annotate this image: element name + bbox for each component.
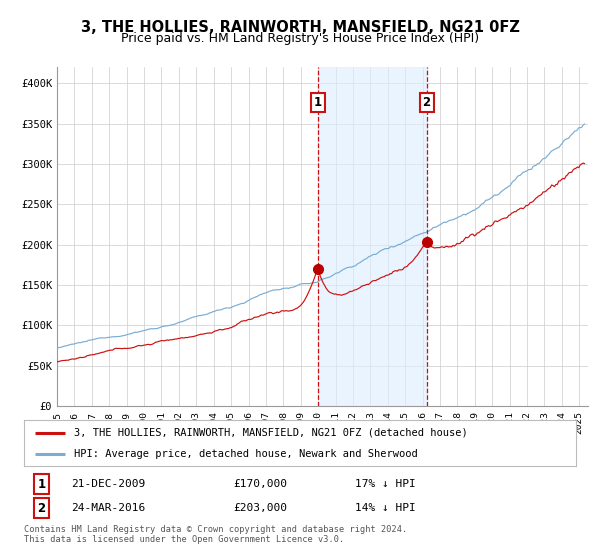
Bar	[317, 67, 427, 406]
Text: 2: 2	[422, 96, 431, 109]
Text: 3, THE HOLLIES, RAINWORTH, MANSFIELD, NG21 0FZ (detached house): 3, THE HOLLIES, RAINWORTH, MANSFIELD, NG…	[74, 428, 467, 438]
Text: 2: 2	[38, 502, 46, 515]
Text: 17% ↓ HPI: 17% ↓ HPI	[355, 479, 416, 489]
Text: 1: 1	[38, 478, 46, 491]
Text: Price paid vs. HM Land Registry's House Price Index (HPI): Price paid vs. HM Land Registry's House …	[121, 32, 479, 45]
Text: Contains HM Land Registry data © Crown copyright and database right 2024.
This d: Contains HM Land Registry data © Crown c…	[24, 525, 407, 544]
Text: £203,000: £203,000	[234, 503, 288, 513]
Text: 24-MAR-2016: 24-MAR-2016	[71, 503, 145, 513]
Text: 21-DEC-2009: 21-DEC-2009	[71, 479, 145, 489]
Text: 14% ↓ HPI: 14% ↓ HPI	[355, 503, 416, 513]
Text: £170,000: £170,000	[234, 479, 288, 489]
Text: 3, THE HOLLIES, RAINWORTH, MANSFIELD, NG21 0FZ: 3, THE HOLLIES, RAINWORTH, MANSFIELD, NG…	[80, 20, 520, 35]
Text: HPI: Average price, detached house, Newark and Sherwood: HPI: Average price, detached house, Newa…	[74, 449, 418, 459]
Text: 1: 1	[314, 96, 322, 109]
